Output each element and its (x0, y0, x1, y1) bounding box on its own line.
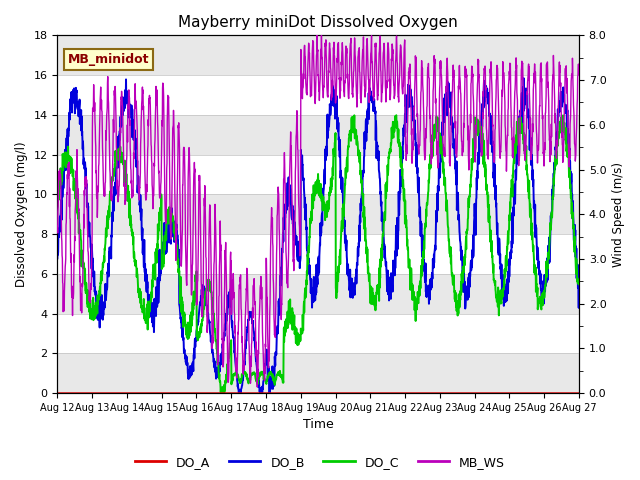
DO_A (560, 390, 568, 396)
DO_A (307, 390, 315, 396)
Bar (58, 115, 579, 155)
DO_C (575, 281, 583, 287)
DO_B (561, 99, 568, 105)
Bar (58, 313, 579, 353)
Legend: DO_A, DO_B, DO_C, MB_WS: DO_A, DO_B, DO_C, MB_WS (130, 451, 510, 474)
Title: Mayberry miniDot Dissolved Oxygen: Mayberry miniDot Dissolved Oxygen (179, 15, 458, 30)
DO_A (293, 390, 301, 396)
DO_B (80, 156, 88, 161)
MB_WS (561, 109, 568, 115)
Line: DO_C: DO_C (58, 115, 579, 393)
Bar (58, 353, 579, 393)
Bar (58, 234, 579, 274)
Bar (58, 194, 579, 234)
MB_WS (294, 130, 301, 135)
MB_WS (575, 69, 583, 75)
DO_C (294, 342, 301, 348)
DO_B (575, 267, 583, 273)
DO_C (307, 210, 315, 216)
MB_WS (560, 114, 568, 120)
DO_A (54, 390, 61, 396)
Line: DO_B: DO_B (58, 78, 579, 393)
DO_C (392, 112, 400, 118)
DO_C (465, 195, 472, 201)
DO_B (307, 276, 315, 282)
DO_A (464, 390, 472, 396)
DO_B (520, 75, 527, 81)
MB_WS (307, 91, 315, 97)
DO_C (218, 390, 225, 396)
Line: MB_WS: MB_WS (58, 36, 579, 387)
MB_WS (313, 33, 321, 38)
MB_WS (80, 225, 88, 231)
DO_A (560, 390, 568, 396)
DO_B (560, 92, 568, 98)
Y-axis label: Wind Speed (m/s): Wind Speed (m/s) (612, 162, 625, 267)
DO_C (54, 204, 61, 209)
MB_WS (465, 159, 472, 165)
Text: MB_minidot: MB_minidot (68, 53, 149, 66)
X-axis label: Time: Time (303, 419, 333, 432)
DO_C (561, 120, 568, 126)
DO_A (80, 390, 88, 396)
DO_C (560, 125, 568, 131)
DO_C (80, 264, 88, 269)
Bar (58, 155, 579, 194)
Bar (58, 36, 579, 75)
MB_WS (54, 223, 61, 229)
DO_A (575, 390, 583, 396)
MB_WS (253, 384, 261, 390)
Y-axis label: Dissolved Oxygen (mg/l): Dissolved Oxygen (mg/l) (15, 142, 28, 287)
DO_B (54, 255, 61, 261)
Bar (58, 274, 579, 313)
Bar (58, 75, 579, 115)
DO_B (465, 276, 472, 282)
DO_B (294, 255, 301, 261)
DO_B (235, 390, 243, 396)
